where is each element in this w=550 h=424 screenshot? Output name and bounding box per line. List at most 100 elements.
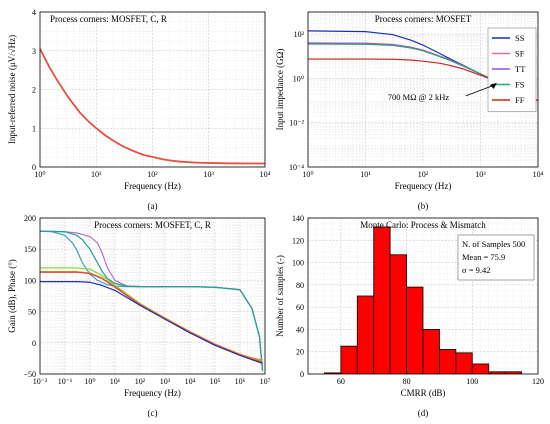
series-line-7: [40, 281, 263, 364]
x-tick-label: 10²: [147, 170, 158, 179]
y-tick-label: 50: [28, 308, 36, 317]
ticks-a: 10⁰ 10¹ 10² 10³ 10⁴ 0 1 2 3 4: [32, 8, 271, 179]
y-tick-label: 80: [296, 281, 304, 290]
histogram-bar: [406, 286, 424, 374]
x-tick-label: 10⁰: [84, 377, 95, 386]
x-tick-label: 10⁵: [210, 377, 221, 386]
stats-box-frame: [457, 234, 535, 281]
x-tick-label: 10²: [418, 170, 429, 179]
x-tick-label: 80: [403, 377, 411, 386]
histogram-bar: [455, 352, 473, 374]
x-tick-label: 10⁻²: [33, 377, 48, 386]
y-tick-label: 200: [24, 214, 36, 223]
legend-entry: FS: [515, 80, 525, 90]
y-tick-label: −50: [23, 370, 36, 379]
x-tick-label: 10¹: [360, 170, 371, 179]
histogram-bar: [373, 226, 391, 374]
series-line-6: [40, 271, 263, 363]
plot-frame: [39, 11, 266, 168]
caption: (a): [148, 201, 158, 211]
caption: (c): [148, 408, 158, 418]
x-tick-label: 10⁴: [185, 377, 196, 386]
x-tick-label: 100: [466, 377, 478, 386]
caption: (b): [418, 201, 429, 211]
x-tick-label: 10⁴: [533, 170, 544, 179]
histogram-bar: [340, 345, 358, 374]
x-tick-label: 10¹: [91, 170, 102, 179]
y-tick-label: 0: [32, 163, 36, 172]
legend-entry: TT: [515, 64, 526, 74]
legend-entry: SS: [515, 33, 525, 43]
legend-entry: SF: [515, 49, 525, 59]
y-tick-label: 1: [32, 124, 36, 133]
histogram-bar: [422, 329, 440, 374]
histogram-bar: [389, 254, 407, 374]
grid-a: [39, 11, 266, 168]
histogram-bar: [439, 349, 457, 374]
data-a: [40, 48, 265, 165]
histogram-bar: [471, 363, 490, 374]
y-tick-label: 100: [24, 276, 36, 285]
chart-title: Process corners: MOSFET, C, R: [50, 14, 167, 24]
y-tick-label: 100: [292, 259, 304, 268]
y-axis-label: Gain (dB), Phase (°): [7, 259, 17, 333]
x-tick-label: 10⁻¹: [58, 377, 73, 386]
series-line-3: [40, 230, 264, 371]
x-tick-label: 10³: [475, 170, 486, 179]
x-tick-label: 10⁶: [235, 377, 246, 386]
x-axis-label: Frequency (Hz): [124, 181, 181, 191]
data-d: [324, 226, 522, 374]
chart-title: Process corners: MOSFET: [375, 14, 472, 24]
ticks-b: 10⁰ 10¹ 10² 10³ 10⁴ 10⁻⁴ 10⁻² 10⁰ 10²: [289, 30, 544, 179]
data-c: [40, 230, 264, 371]
histogram-bar: [356, 295, 375, 374]
chart-a: 10⁰ 10¹ 10² 10³ 10⁴ 0 1 2 3 4 Process corners: MOS…: [7, 8, 271, 211]
x-axis-label: Frequency (Hz): [395, 181, 452, 191]
annotation-arrow-line: [465, 84, 495, 97]
annotation-arrowhead: [489, 82, 497, 89]
y-tick-label: 60: [296, 303, 304, 312]
stats-line: σ = 9.42: [462, 265, 491, 275]
chart-title: Monte Carlo: Process & Mismatch: [360, 220, 486, 230]
chart-title: Process corners: MOSFET, C, R: [94, 220, 211, 230]
stats-line: Mean = 75.9: [462, 252, 505, 262]
x-tick-label: 10⁷: [260, 377, 271, 386]
legend-entry: FF: [515, 95, 525, 105]
plot-frame: [307, 11, 539, 168]
plot-frame: [39, 217, 266, 375]
y-tick-label: 0: [300, 370, 304, 379]
y-tick-label: 10²: [294, 30, 305, 39]
caption: (d): [418, 408, 429, 418]
y-tick-label: 140: [292, 214, 304, 223]
y-tick-label: 0: [32, 339, 36, 348]
y-tick-label: 3: [32, 47, 36, 56]
y-axis-label: Input-referred noise (μV/√Hz): [7, 35, 17, 144]
y-tick-label: 4: [32, 8, 36, 17]
x-tick-label: 10¹: [110, 377, 121, 386]
legend: SS SF TT FS FF: [487, 27, 537, 112]
ticks-c: 10⁻² 10⁻¹ 10⁰ 10¹ 10² 10³ 10⁴ 10⁵ 10⁶ 10⁷ −50 0 50 10…: [23, 214, 270, 386]
x-tick-label: 10⁰: [302, 170, 313, 179]
y-tick-label: 10⁻⁴: [289, 163, 304, 172]
stats-line: N. of Samples 500: [462, 239, 525, 249]
chart-c: 10⁻² 10⁻¹ 10⁰ 10¹ 10² 10³ 10⁴ 10⁵ 10⁶ 10⁷ −50 0 50 10…: [7, 214, 271, 418]
y-axis-label: Number of samples (-): [275, 255, 285, 337]
y-tick-label: 40: [296, 325, 304, 334]
x-axis-label: CMRR (dB): [401, 388, 446, 398]
x-tick-label: 60: [337, 377, 345, 386]
series-line-1: [40, 48, 265, 165]
y-tick-label: 2: [32, 86, 36, 95]
x-tick-label: 10²: [135, 377, 146, 386]
y-axis-label: Input impedance (GΩ): [275, 49, 285, 131]
stats-box: N. of Samples 500 Mean = 75.9 σ = 9.42: [457, 234, 535, 281]
y-tick-label: 150: [24, 245, 36, 254]
y-tick-label: 20: [296, 348, 304, 357]
x-tick-label: 10⁰: [34, 170, 45, 179]
x-tick-label: 10³: [160, 377, 171, 386]
chart-b: 10⁰ 10¹ 10² 10³ 10⁴ 10⁻⁴ 10⁻² 10⁰ 10² Process cor…: [275, 11, 544, 211]
annotation-text: 700 MΩ @ 2 kHz: [388, 92, 450, 102]
x-axis-label: Frequency (Hz): [124, 388, 181, 398]
y-tick-label: 10⁰: [293, 74, 304, 83]
series-line-5: [40, 271, 263, 361]
